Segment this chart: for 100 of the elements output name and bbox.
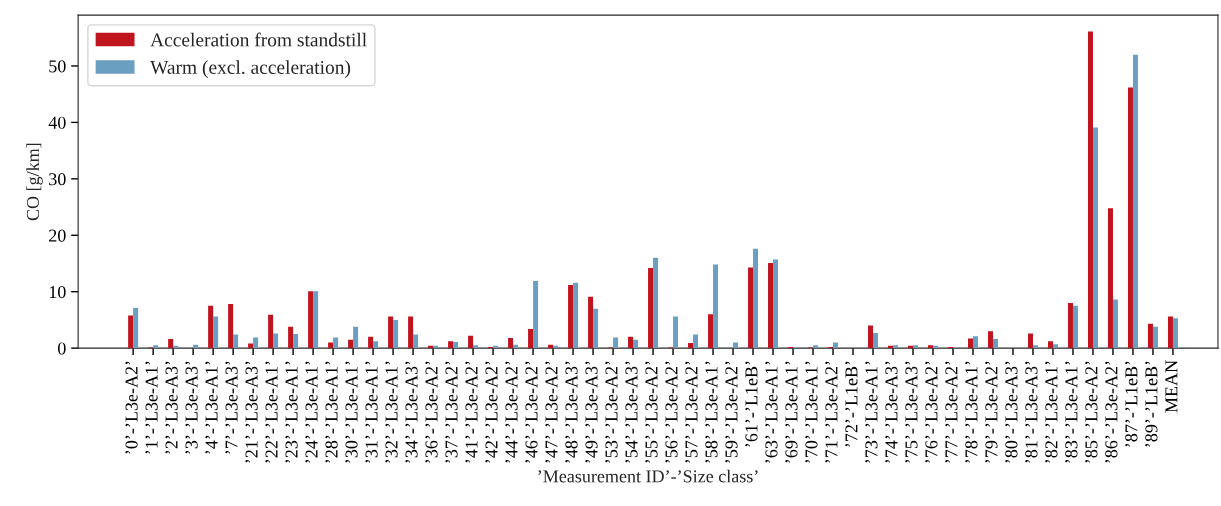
x-tick-label: ’2’-’L3e-A3’	[165, 361, 178, 454]
x-tick-label: ’37’-’L3e-A2’	[445, 361, 458, 463]
x-tick-label: ’82’-’L3e-A1’	[1045, 361, 1058, 463]
bar	[933, 345, 938, 349]
bar	[1132, 54, 1138, 349]
x-tick-label: ’86’-’L3e-A2’	[1105, 361, 1118, 463]
bar	[967, 338, 973, 349]
x-tick-label: ’48’-’L3e-A3’	[565, 361, 578, 463]
x-tick-label: ’47’-’L3e-A2’	[545, 361, 558, 463]
y-tick-label: 50	[49, 60, 66, 73]
bar	[333, 337, 339, 349]
y-tick-label: 20	[49, 229, 66, 242]
bar	[153, 345, 159, 349]
bar	[1172, 318, 1178, 349]
y-tick-label: 30	[49, 173, 66, 186]
bar	[992, 339, 998, 349]
bar	[688, 343, 694, 349]
bar	[493, 345, 499, 349]
bar	[213, 316, 219, 349]
bar	[413, 334, 419, 349]
x-tick-label: ’0’-’L3e-A2’	[125, 361, 138, 454]
bar	[528, 328, 534, 349]
bar	[1167, 316, 1173, 349]
bar	[268, 314, 274, 349]
x-tick-label: ’58’-’L3e-A1’	[705, 361, 718, 463]
x-tick-label: ’36’-’L3e-A2’	[425, 361, 438, 463]
x-tick-label: ’79’-’L3e-A2’	[985, 361, 998, 463]
bar	[568, 284, 574, 349]
bar	[473, 345, 479, 349]
x-tick-label: ’28’-’L3e-A1’	[325, 361, 338, 463]
x-tick-label: ’44’-’L3e-A2’	[505, 361, 518, 463]
x-tick-label: ’77’-’L3e-A2’	[945, 361, 958, 463]
y-axis-title: CO [g/km]	[26, 143, 43, 221]
x-tick-label: ’74’-’L3e-A3’	[885, 361, 898, 463]
x-tick-label: ’56’-’L3e-A2’	[665, 361, 678, 463]
bar	[173, 345, 179, 349]
bar	[588, 296, 594, 349]
x-tick-label: ’1’-’L3e-A1’	[145, 361, 158, 454]
legend-label: Warm (excl. acceleration)	[150, 60, 351, 78]
bar	[1052, 344, 1058, 349]
bar	[633, 339, 639, 349]
x-tick-label: ’49’-’L3e-A3’	[585, 361, 598, 463]
bar	[288, 326, 294, 349]
bar	[733, 342, 739, 349]
x-tick-label: ’70’-’L3e-A1’	[805, 361, 818, 463]
x-tick-label: ’24’-’L3e-A1’	[305, 361, 318, 463]
x-tick-label: ’89’-’L1eB’	[1145, 361, 1158, 447]
bar	[713, 264, 719, 349]
bar	[972, 336, 978, 349]
x-tick-label: ’54’-’L3e-A3’	[625, 361, 638, 463]
bar	[228, 304, 234, 349]
bar	[653, 257, 659, 349]
bar	[928, 345, 933, 349]
x-tick-label: ’7’-’L3e-A3’	[225, 361, 238, 454]
bar	[833, 342, 839, 349]
bar	[1072, 305, 1078, 349]
bar	[868, 325, 874, 349]
bar	[468, 335, 474, 349]
bar	[308, 291, 314, 349]
bar	[573, 282, 579, 349]
x-tick-label: ’87’-’L1eB’	[1125, 361, 1138, 447]
x-tick-label: ’69’-’L3e-A1’	[785, 361, 798, 463]
bar	[1152, 326, 1158, 349]
x-tick-label: ’72’-’L1eB’	[845, 361, 858, 447]
bar	[628, 336, 634, 349]
bar	[753, 248, 759, 349]
x-tick-label: ’55’-’L3e-A2’	[645, 361, 658, 463]
x-tick-label: ’4’-’L3e-A1’	[205, 361, 218, 454]
x-axis-title: ’Measurement ID’-’Size class’	[538, 469, 758, 483]
x-tick-label: ’71’-’L3e-A2’	[825, 361, 838, 463]
bar	[448, 341, 454, 349]
x-tick-label: ’85’-’L3e-A2’	[1085, 361, 1098, 463]
bar	[133, 308, 139, 349]
bar	[908, 345, 913, 349]
bar	[1092, 127, 1098, 349]
bar	[1027, 333, 1033, 349]
x-tick-label: ’53’-’L3e-A2’	[605, 361, 618, 463]
bar	[888, 345, 893, 349]
bar	[408, 316, 414, 349]
bar	[553, 345, 559, 349]
bar	[1147, 323, 1153, 349]
x-tick-label: ’80’-’L3e-A3’	[1005, 361, 1018, 463]
bar	[428, 345, 434, 349]
bar	[1107, 208, 1113, 349]
x-tick-label: ’3’-’L3e-A3’	[185, 361, 198, 454]
bar	[708, 314, 714, 349]
bar	[348, 339, 354, 349]
y-tick-label: 0	[58, 342, 66, 355]
bar	[368, 336, 374, 349]
bar	[388, 316, 394, 349]
x-tick-label: ’75’-’L3e-A3’	[905, 361, 918, 463]
x-tick-label: ’59’-’L3e-A2’	[725, 361, 738, 463]
bar	[253, 337, 259, 349]
x-tick-label: ’83’-’L3e-A1’	[1065, 361, 1078, 463]
x-tick-label: ’57’-’L3e-A2’	[685, 361, 698, 463]
bar	[313, 291, 319, 349]
bar	[768, 262, 774, 349]
bar	[208, 305, 214, 349]
x-tick-label: ’42’-’L3e-A2’	[485, 361, 498, 463]
bar	[293, 334, 299, 349]
